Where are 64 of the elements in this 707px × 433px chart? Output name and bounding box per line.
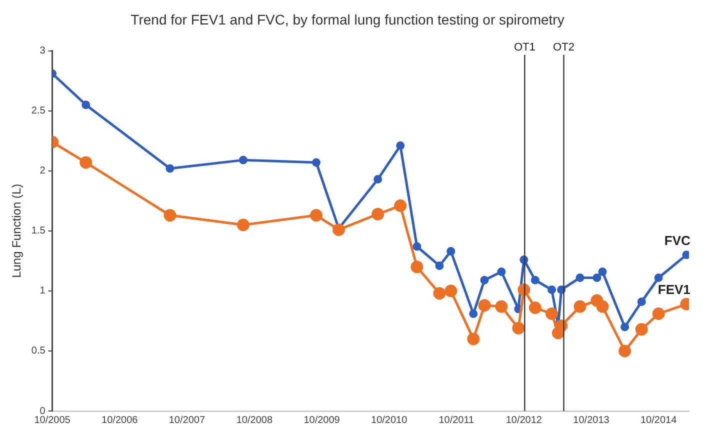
- point: [528, 301, 542, 314]
- point: [310, 209, 322, 222]
- point: [236, 218, 250, 232]
- y-tick-label: 0: [40, 406, 46, 417]
- y-tick-label: 2.5: [31, 106, 46, 117]
- point: [312, 158, 320, 167]
- x-tick-label: 10/2005: [34, 414, 71, 426]
- x-tick-label: 10/2008: [236, 414, 273, 426]
- point: [435, 261, 444, 270]
- point: [620, 322, 630, 332]
- chart-title: Trend for FEV1 and FVC, by formal lung function testing or spirometry: [130, 11, 564, 28]
- series-label: FVC: [664, 232, 692, 248]
- point: [166, 164, 174, 173]
- point: [412, 242, 422, 251]
- point: [410, 260, 424, 274]
- point: [495, 300, 508, 313]
- point: [372, 208, 384, 220]
- point: [374, 175, 382, 184]
- x-tick-label: 10/2014: [640, 414, 678, 426]
- x-tick-label: 10/2007: [168, 414, 206, 426]
- x-tick-label: 10/2011: [438, 414, 475, 426]
- point: [598, 267, 607, 276]
- point: [546, 307, 558, 320]
- point: [574, 300, 586, 313]
- point: [164, 209, 176, 222]
- y-tick-label: 1: [40, 286, 46, 297]
- ref-line-label: OT2: [553, 41, 574, 54]
- point: [596, 300, 609, 313]
- point: [592, 273, 602, 282]
- x-tick-label: 10/2013: [573, 414, 610, 426]
- x-tick-label: 10/2009: [304, 414, 340, 426]
- y-tick-label: 2: [40, 166, 46, 177]
- point: [497, 267, 506, 276]
- point: [469, 309, 478, 318]
- point: [396, 141, 405, 150]
- point: [238, 156, 248, 164]
- point: [548, 285, 556, 294]
- point: [480, 276, 489, 284]
- y-tick-label: 3: [40, 46, 46, 57]
- point: [444, 284, 458, 298]
- point: [82, 100, 90, 110]
- point: [654, 273, 663, 282]
- point: [80, 156, 92, 169]
- point: [467, 332, 480, 346]
- point: [332, 223, 345, 236]
- series-label: FEV1: [658, 282, 690, 298]
- y-tick-label: 1.5: [31, 226, 46, 237]
- point: [433, 287, 446, 300]
- y-tick-label: 0.5: [31, 346, 46, 357]
- point: [394, 199, 407, 212]
- point: [478, 299, 491, 312]
- point: [446, 247, 456, 256]
- ref-line-label: OT1: [514, 41, 536, 54]
- x-tick-label: 10/2010: [371, 414, 408, 426]
- x-tick-label: 10/2006: [102, 414, 138, 426]
- point: [618, 344, 632, 358]
- x-tick-label: 10/2012: [506, 414, 542, 426]
- point: [635, 323, 648, 336]
- point: [576, 273, 584, 282]
- point: [652, 307, 665, 320]
- point: [637, 297, 646, 306]
- y-axis-title: Lung Function (L): [10, 184, 24, 278]
- point: [512, 322, 525, 334]
- point: [530, 276, 540, 284]
